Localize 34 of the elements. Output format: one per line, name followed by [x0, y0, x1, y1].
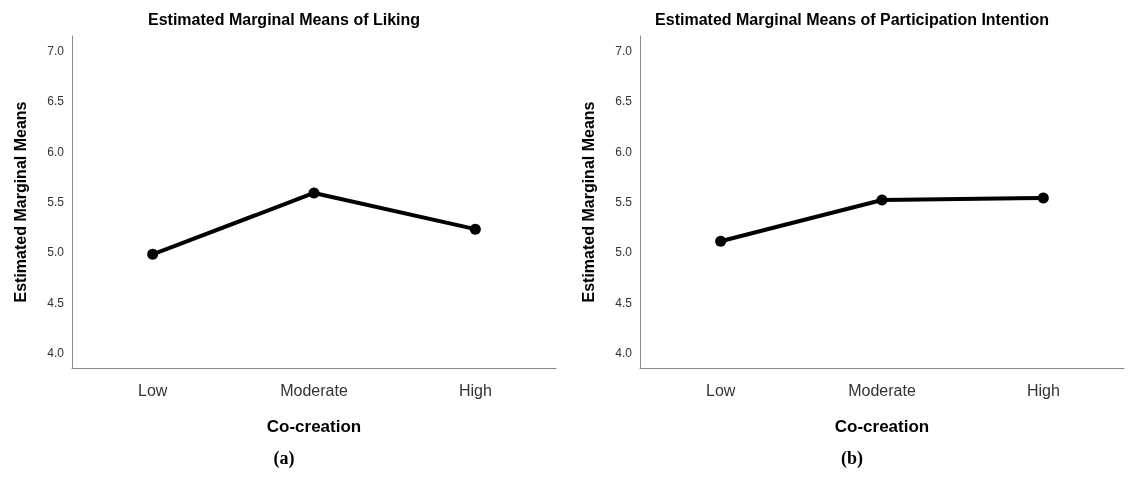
y-tick-label: 7.0	[615, 44, 633, 59]
y-tick-label: 5.5	[615, 195, 633, 209]
point	[1037, 192, 1049, 204]
x-axis-title: Co-creation	[266, 417, 362, 436]
y-tick-label: 4.5	[47, 295, 65, 310]
point	[147, 248, 159, 260]
x-tick-label: High	[1026, 381, 1060, 399]
y-tick-label: 5.0	[615, 245, 633, 260]
y-tick-label: 4.0	[47, 345, 65, 360]
x-tick-label: Low	[137, 381, 168, 399]
chart-title: Estimated Marginal Means of Participation Intention	[655, 10, 1049, 28]
y-axis-title: Estimated Marginal Means	[579, 101, 597, 303]
y-tick-label: 6.5	[615, 94, 633, 109]
y-tick-label: 6.0	[615, 144, 633, 159]
y-tick-label: 5.5	[47, 195, 65, 209]
x-tick-label: Moderate	[848, 381, 916, 399]
point	[469, 223, 481, 235]
x-tick-label: Low	[705, 381, 736, 399]
x-tick-label: Moderate	[280, 381, 348, 399]
x-tick-label: High	[458, 381, 492, 399]
chart-title: Estimated Marginal Means of Liking	[147, 10, 421, 28]
y-tick-label: 4.5	[615, 295, 633, 310]
y-tick-label: 7.0	[47, 44, 65, 59]
y-tick-label: 5.0	[47, 245, 65, 260]
y-tick-label: 6.0	[47, 144, 65, 159]
x-axis-title: Co-creation	[834, 417, 930, 436]
point	[715, 235, 727, 247]
text: (a)	[272, 448, 296, 469]
y-axis-title: Estimated Marginal Means	[11, 101, 29, 303]
point	[876, 194, 888, 206]
text: (b)	[840, 448, 864, 469]
point	[308, 187, 320, 199]
y-tick-label: 6.5	[47, 94, 65, 109]
y-tick-label: 4.0	[615, 345, 633, 360]
